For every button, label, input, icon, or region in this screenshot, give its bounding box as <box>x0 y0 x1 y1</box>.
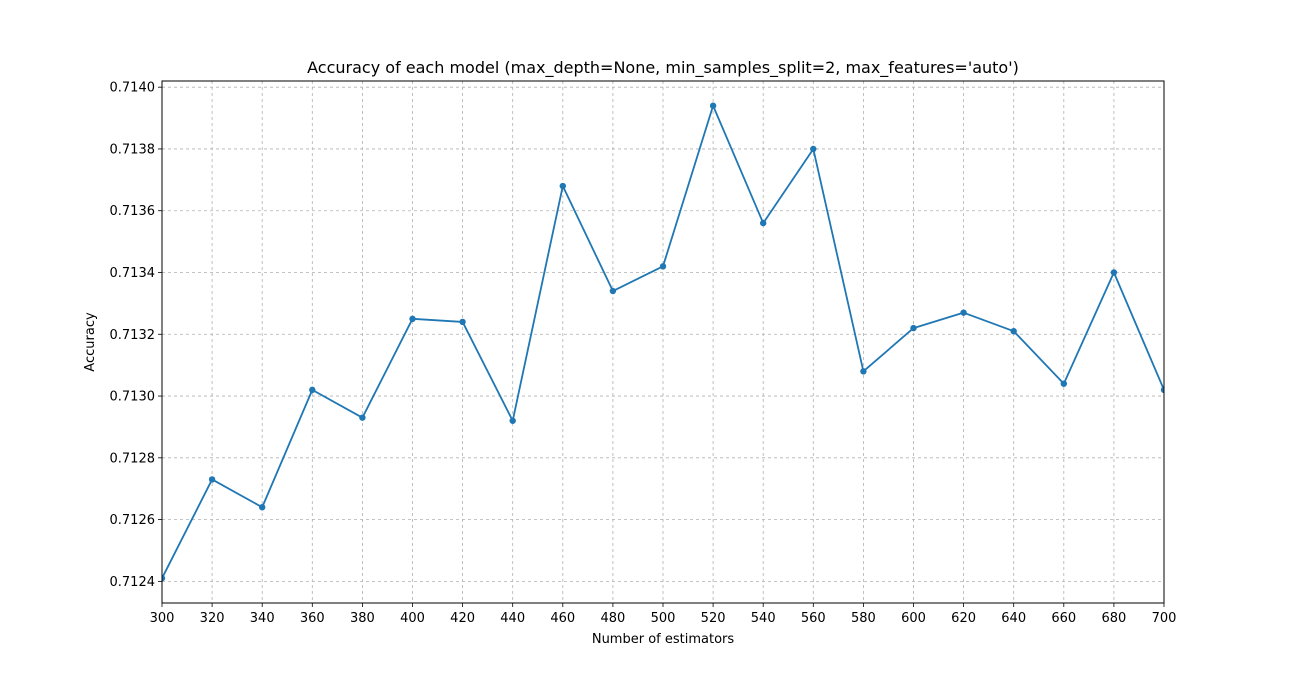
y-tick-label: 0.7132 <box>110 328 156 343</box>
x-tick-label: 480 <box>600 611 625 626</box>
data-point <box>208 476 216 483</box>
y-tick-label: 0.7140 <box>110 81 156 96</box>
x-tick-label: 400 <box>400 611 425 626</box>
accuracy-series <box>162 102 1164 582</box>
data-point <box>810 145 817 153</box>
data-point <box>709 102 717 109</box>
y-axis-label: Accuracy <box>83 312 98 372</box>
x-tick-label: 620 <box>951 611 976 626</box>
x-tick-label: 500 <box>651 611 676 626</box>
x-tick-label: 300 <box>150 611 175 626</box>
data-point <box>259 504 266 511</box>
data-point <box>559 182 566 190</box>
x-tick-label: 600 <box>901 611 926 626</box>
data-point <box>659 263 667 270</box>
x-tick-label: 520 <box>701 611 726 626</box>
data-point <box>409 315 416 323</box>
data-point <box>359 414 366 421</box>
data-point <box>309 386 316 394</box>
x-tick-label: 580 <box>851 611 876 626</box>
x-tick-label: 440 <box>500 611 525 626</box>
x-tick-label: 700 <box>1152 611 1177 626</box>
data-point <box>1010 327 1017 335</box>
y-tick-label: 0.7124 <box>110 575 156 590</box>
data-point <box>509 417 516 424</box>
data-point <box>162 575 166 582</box>
x-tick-label: 540 <box>751 611 776 626</box>
data-point <box>459 318 466 326</box>
y-tick-label: 0.7138 <box>110 142 156 157</box>
data-point <box>609 287 617 295</box>
data-point <box>1160 386 1164 394</box>
data-point <box>910 324 917 332</box>
data-point <box>1060 380 1068 387</box>
x-tick-label: 420 <box>450 611 475 626</box>
x-tick-label: 640 <box>1001 611 1026 626</box>
y-tick-label: 0.7136 <box>110 204 156 219</box>
data-point <box>960 309 967 316</box>
chart-title: Accuracy of each model (max_depth=None, … <box>307 58 1019 78</box>
grid-lines <box>161 81 1165 603</box>
x-tick-label: 660 <box>1051 611 1076 626</box>
y-tick-label: 0.7128 <box>110 451 156 466</box>
data-point <box>860 368 867 375</box>
x-tick-label: 360 <box>300 611 325 626</box>
series-layer <box>162 102 1164 582</box>
y-tick-label: 0.7126 <box>110 513 156 528</box>
x-tick-label: 560 <box>801 611 826 626</box>
x-tick-label: 340 <box>250 611 275 626</box>
x-axis-label: Number of estimators <box>592 632 735 647</box>
axis-ticks: 300 320 340 360 380 400 420 440 460 480 500 520 540 5… <box>110 81 1177 626</box>
y-tick-label: 0.7134 <box>110 266 156 281</box>
x-tick-label: 460 <box>550 611 575 626</box>
x-tick-label: 680 <box>1101 611 1126 626</box>
y-tick-label: 0.7130 <box>110 390 156 405</box>
data-point <box>760 219 767 227</box>
x-tick-label: 320 <box>200 611 225 626</box>
data-point <box>1110 269 1118 276</box>
x-tick-label: 380 <box>350 611 375 626</box>
